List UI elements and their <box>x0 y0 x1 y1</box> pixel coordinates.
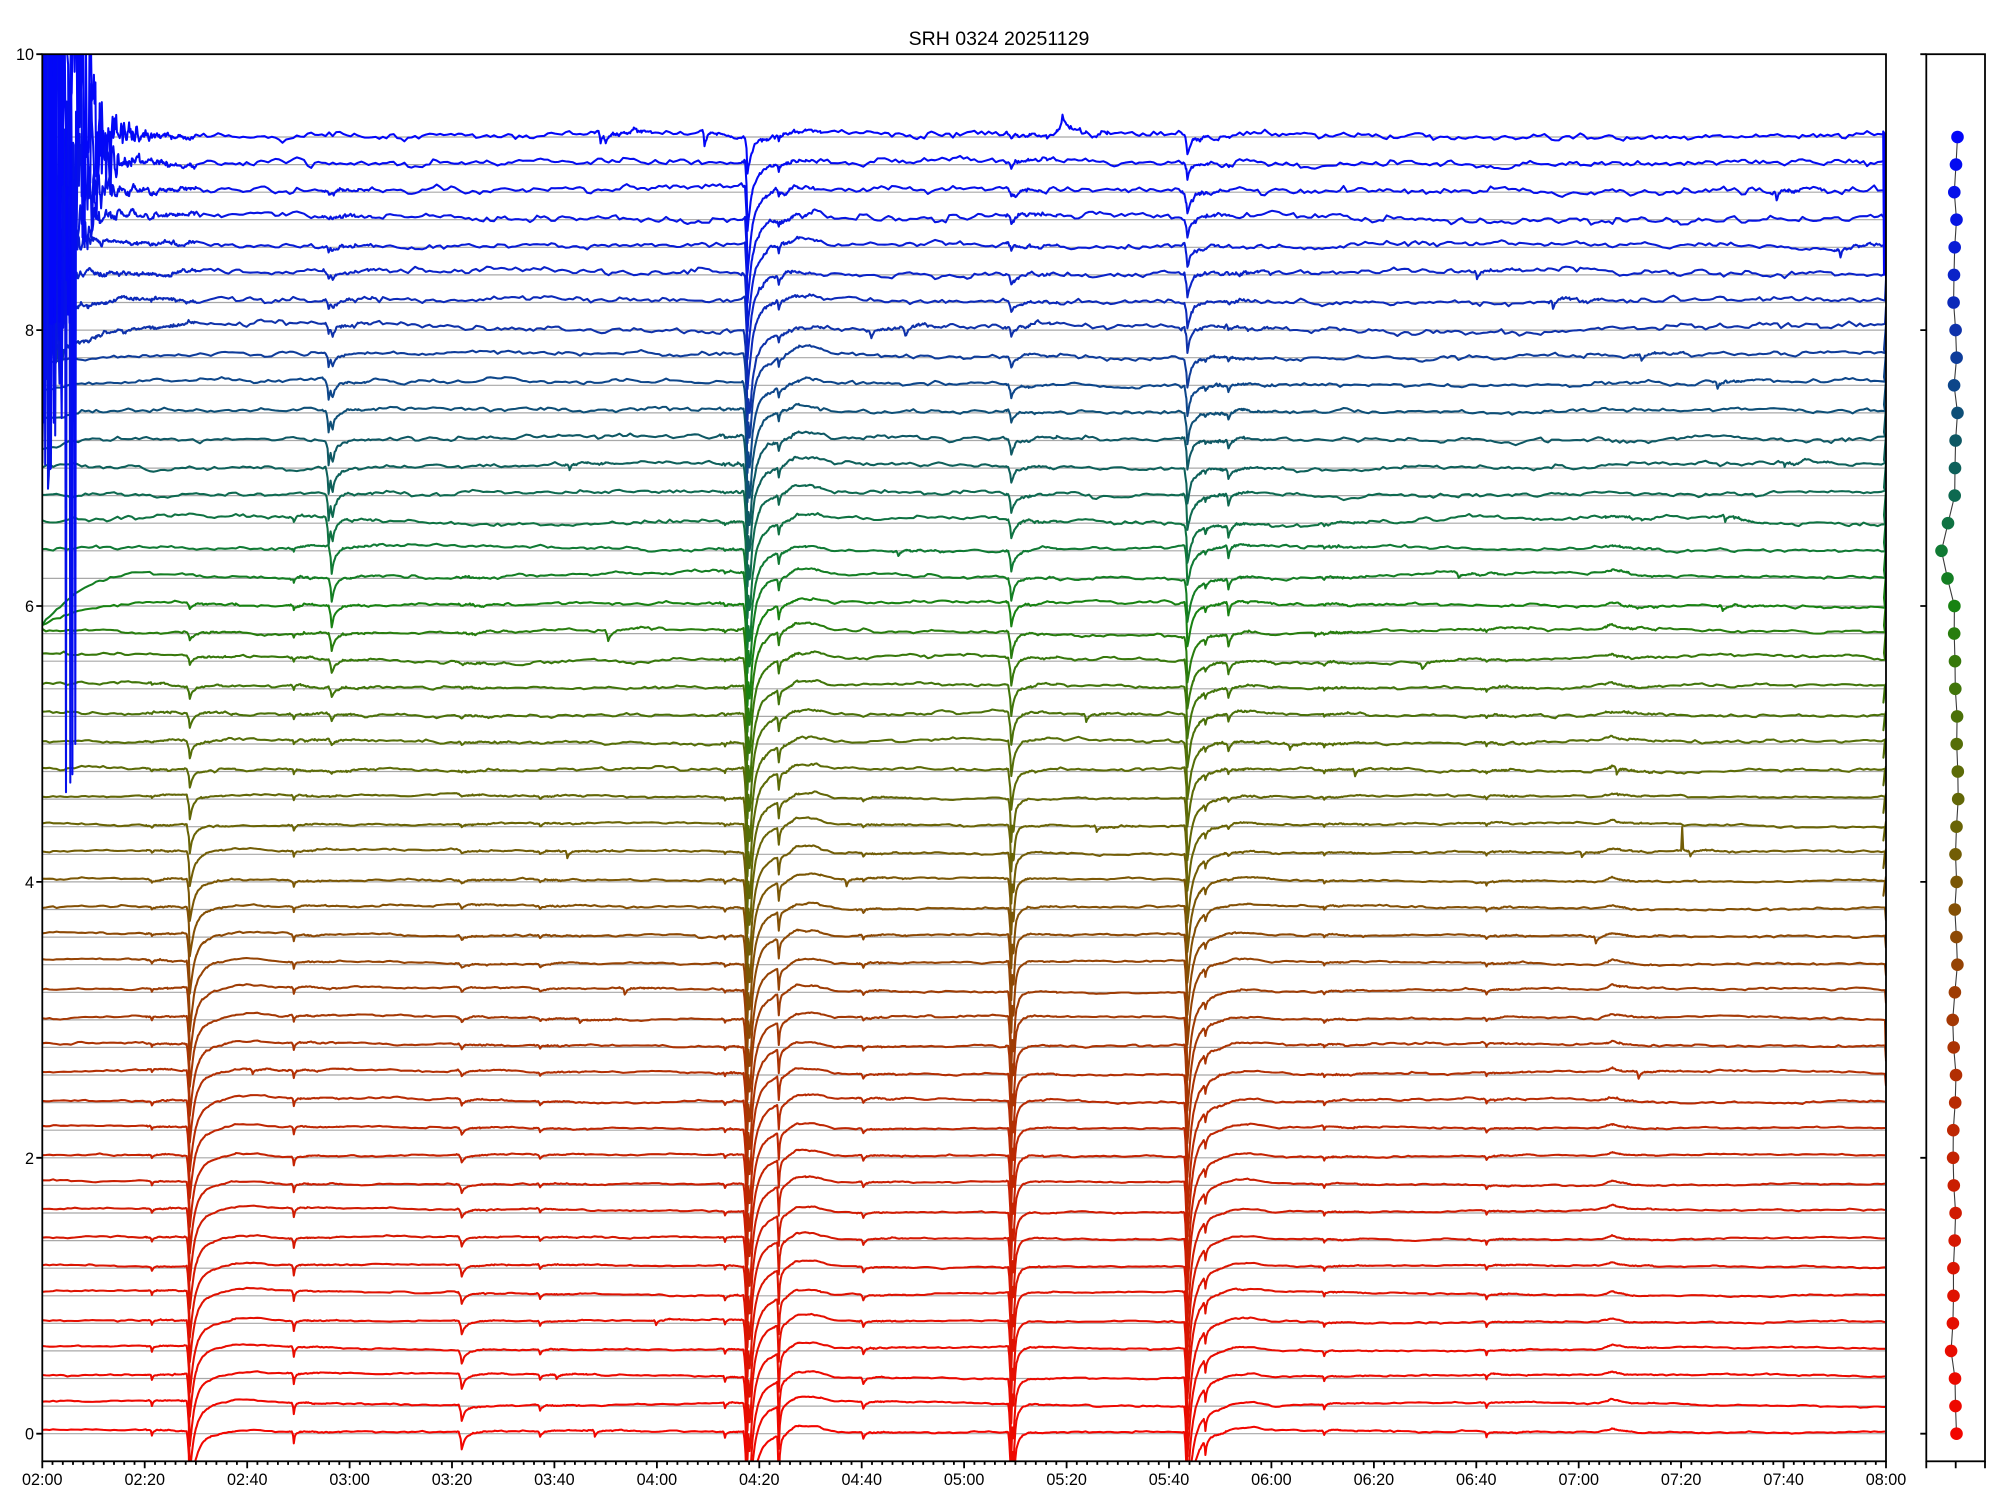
svg-text:02:40: 02:40 <box>227 1471 268 1489</box>
svg-text:07:40: 07:40 <box>1763 1471 1804 1489</box>
svg-text:06:40: 06:40 <box>1456 1471 1497 1489</box>
svg-text:0: 0 <box>25 1426 34 1444</box>
svg-text:03:00: 03:00 <box>329 1471 370 1489</box>
svg-text:10: 10 <box>16 46 34 64</box>
svg-text:04:00: 04:00 <box>637 1471 678 1489</box>
svg-text:05:40: 05:40 <box>1149 1471 1190 1489</box>
svg-text:07:00: 07:00 <box>1558 1471 1599 1489</box>
svg-text:07:20: 07:20 <box>1661 1471 1702 1489</box>
svg-text:03:40: 03:40 <box>534 1471 575 1489</box>
svg-text:05:20: 05:20 <box>1046 1471 1087 1489</box>
svg-text:04:20: 04:20 <box>739 1471 780 1489</box>
svg-text:6: 6 <box>25 598 34 616</box>
svg-text:2: 2 <box>25 1150 34 1168</box>
svg-text:06:20: 06:20 <box>1354 1471 1395 1489</box>
svg-text:SRH 0324 20251129: SRH 0324 20251129 <box>909 28 1090 50</box>
svg-text:04:40: 04:40 <box>841 1471 882 1489</box>
svg-text:8: 8 <box>25 322 34 340</box>
svg-text:02:00: 02:00 <box>22 1471 63 1489</box>
svg-text:4: 4 <box>25 874 34 892</box>
svg-text:02:20: 02:20 <box>124 1471 165 1489</box>
svg-text:08:00: 08:00 <box>1866 1471 1907 1489</box>
svg-text:03:20: 03:20 <box>432 1471 473 1489</box>
svg-text:05:00: 05:00 <box>944 1471 985 1489</box>
svg-text:06:00: 06:00 <box>1251 1471 1292 1489</box>
